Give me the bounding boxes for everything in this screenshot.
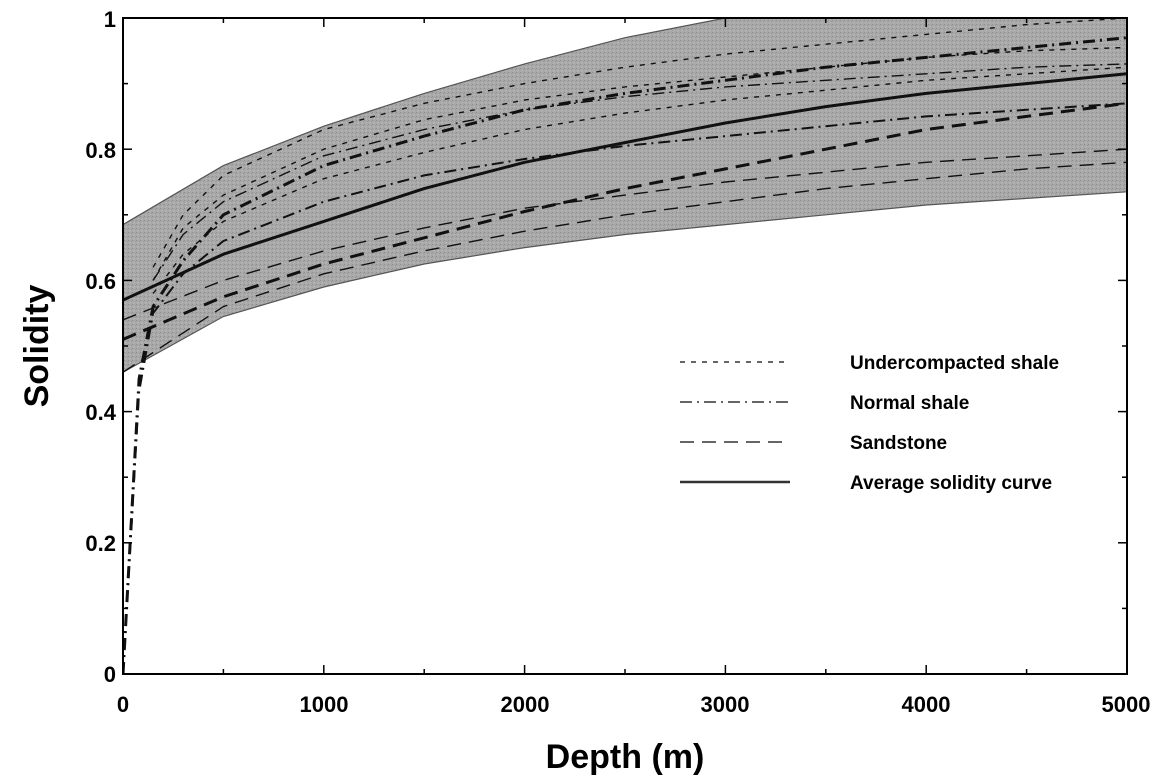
series-line-dashed-9 xyxy=(123,161,1127,373)
y-tick-1: 1 xyxy=(104,7,116,32)
x-tick-3000: 3000 xyxy=(701,692,750,717)
legend-label-sandstone: Sandstone xyxy=(850,433,947,454)
y-tick-labels: 0 0.2 0.4 0.6 0.8 1 xyxy=(85,7,116,687)
series-line-dotted-7 xyxy=(152,66,1127,294)
series-lines xyxy=(123,18,1127,674)
y-tick-0-4: 0.4 xyxy=(85,400,116,425)
x-tick-2000: 2000 xyxy=(501,692,550,717)
x-tick-labels: 0 1000 2000 3000 4000 5000 xyxy=(117,692,1151,717)
plot-area xyxy=(123,18,1127,674)
series-line-dashed-8 xyxy=(123,148,1127,321)
axis-ticks xyxy=(122,17,1128,675)
legend-label-normal-shale: Normal shale xyxy=(850,393,969,414)
x-tick-5000: 5000 xyxy=(1102,692,1151,717)
series-line-dotted-6 xyxy=(152,46,1127,281)
legend: Undercompacted shale Normal shale Sandst… xyxy=(680,353,1059,494)
y-tick-0-8: 0.8 xyxy=(85,138,116,163)
series-line-solid-0 xyxy=(123,72,1127,302)
y-tick-0-2: 0.2 xyxy=(85,531,116,556)
series-line-dashed-1 xyxy=(123,101,1127,341)
x-tick-4000: 4000 xyxy=(902,692,951,717)
x-tick-1000: 1000 xyxy=(300,692,349,717)
series-line-dotted-5 xyxy=(152,18,1127,268)
legend-label-average-solidity-curve: Average solidity curve xyxy=(850,473,1052,494)
legend-label-undercompacted-shale: Undercompacted shale xyxy=(850,353,1059,374)
series-line-dashdot-4 xyxy=(152,63,1127,281)
series-line-dashdot-3 xyxy=(123,102,1127,674)
y-tick-0: 0 xyxy=(104,662,116,687)
y-tick-0-6: 0.6 xyxy=(85,269,116,294)
x-axis-title: Depth (m) xyxy=(546,738,705,776)
y-axis-title: Solidity xyxy=(18,285,56,408)
x-tick-0: 0 xyxy=(117,692,129,717)
